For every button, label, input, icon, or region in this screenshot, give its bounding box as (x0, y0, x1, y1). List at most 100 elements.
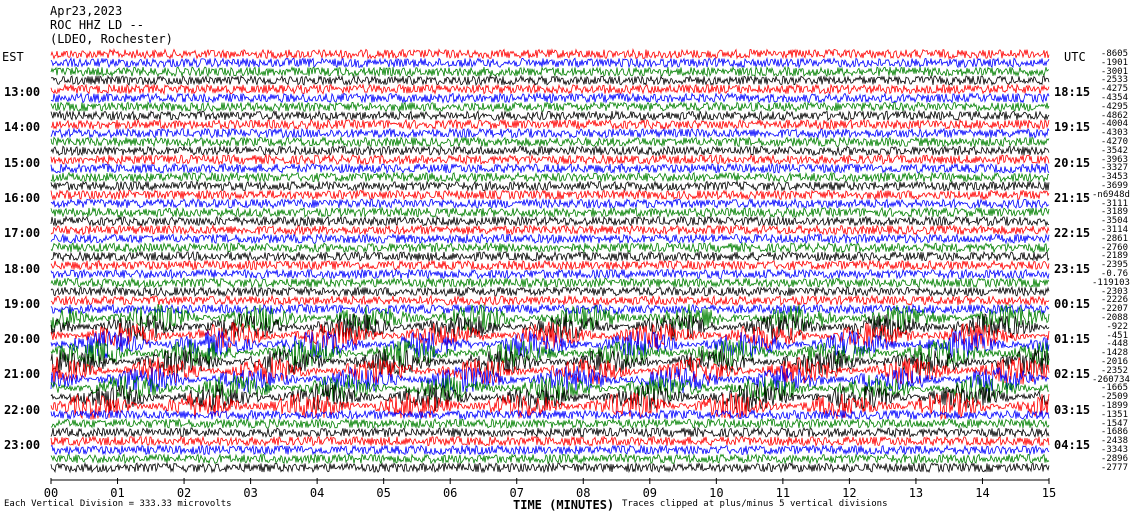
trace-count-label: -2438 (1100, 436, 1128, 447)
seismic-trace (50, 339, 1050, 369)
trace-count-label: -4004 (1100, 119, 1128, 130)
x-tick-label: 04 (309, 486, 325, 500)
seismic-trace (50, 232, 1050, 245)
x-tick-label: 13 (908, 486, 924, 500)
x-tick-label: 05 (376, 486, 391, 500)
trace-count-label: -1665 (1100, 383, 1128, 394)
trace-count-label: -3699 (1100, 181, 1128, 191)
seismic-trace (51, 74, 1050, 87)
trace-count-label: -2896 (1100, 453, 1128, 464)
x-tick-label: 09 (642, 486, 658, 500)
seismic-trace (50, 206, 1050, 219)
trace-count-label: -1428 (1100, 348, 1128, 359)
trace-count-label: -2861 (1100, 233, 1128, 244)
seismic-trace (50, 313, 1050, 342)
trace-count-label: -3542 (1100, 145, 1128, 156)
right-hour-label: 23:15 (1054, 261, 1091, 276)
trace-count-label: -3963 (1100, 154, 1128, 165)
trace-group (50, 47, 1050, 474)
trace-count-label: -1899 (1100, 401, 1128, 411)
seismic-trace (50, 303, 1050, 332)
seismic-trace (50, 180, 1050, 192)
seismic-trace (50, 285, 1050, 298)
right-hour-label: 19:15 (1054, 120, 1091, 135)
left-hour-label: 14:00 (4, 120, 41, 135)
trace-count-label: -1547 (1100, 418, 1128, 429)
x-tick-label: 14 (975, 486, 990, 500)
seismic-trace (50, 259, 1050, 272)
x-tick-label: 15 (1041, 486, 1057, 500)
seismic-trace (50, 109, 1050, 122)
trace-count-label: -2509 (1100, 392, 1128, 403)
seismic-trace (50, 135, 1050, 148)
trace-count-label: -922 (1106, 321, 1128, 332)
x-tick-label: 02 (176, 486, 192, 500)
trace-count-label: -2189 (1100, 251, 1128, 262)
trace-count-label: -4862 (1100, 110, 1128, 121)
seismic-trace (50, 417, 1050, 430)
trace-count-label: -3111 (1100, 198, 1128, 209)
trace-count-label: -1686 (1100, 427, 1128, 438)
x-tick-label: 06 (442, 486, 458, 500)
trace-count-label: -4295 (1100, 101, 1128, 112)
seismic-trace (50, 329, 1050, 359)
trace-count-label: -2395 (1100, 260, 1128, 271)
x-axis (50, 478, 1050, 484)
right-hour-label: 21:15 (1054, 190, 1091, 205)
x-tick-label: 10 (709, 486, 724, 500)
trace-count-label: -11910300 (1092, 277, 1130, 288)
station-label: ROC HHZ LD -- (50, 18, 144, 32)
left-hour-label: 19:00 (4, 296, 41, 311)
trace-count-label: -4275 (1100, 84, 1128, 95)
x-tick-label: 12 (842, 486, 857, 500)
trace-count-label: -3327 (1100, 163, 1128, 174)
trace-count-label: -3001 (1100, 66, 1128, 77)
trace-count-label: -2352 (1100, 365, 1128, 376)
trace-count-label: -4303 (1100, 128, 1128, 139)
x-tick-label: 00 (43, 486, 59, 500)
left-hour-label: 17:00 (4, 226, 41, 241)
seismic-trace (50, 127, 1050, 140)
seismic-trace (50, 408, 1050, 421)
trace-count-label: -2533 (1100, 75, 1128, 86)
seismic-trace (50, 153, 1050, 166)
left-hour-label: 16:00 (4, 190, 41, 205)
seismic-trace (50, 303, 1050, 316)
seismic-trace (50, 241, 1050, 254)
seismic-trace (50, 392, 1050, 421)
date-label: Apr23,2023 (50, 4, 123, 18)
seismic-trace (50, 215, 1050, 228)
network-label: (LDEO, Rochester) (50, 32, 173, 46)
left-hour-label: 20:00 (4, 332, 41, 347)
seismic-trace (50, 100, 1050, 113)
right-hour-label: 01:15 (1054, 332, 1091, 347)
left-hour-label: 22:00 (4, 402, 41, 417)
seismic-trace (50, 250, 1050, 263)
seismic-trace (50, 83, 1050, 96)
trace-count-label: -2088 (1100, 313, 1128, 323)
trace-count-label: -4270 (1100, 137, 1128, 147)
x-tick-label: 03 (243, 486, 258, 500)
trace-count-label: -3343 (1100, 445, 1128, 455)
left-hour-label: 13:00 (4, 85, 41, 99)
x-tick-label: 01 (110, 486, 125, 500)
seismic-trace (50, 223, 1050, 236)
right-hour-label: 20:15 (1054, 155, 1091, 170)
seismic-trace (50, 435, 1050, 448)
seismic-trace (50, 118, 1050, 131)
seismic-trace (50, 294, 1050, 307)
right-hour-label: 22:15 (1054, 226, 1091, 241)
left-hour-label: 21:00 (4, 367, 41, 382)
trace-count-label: -3189 (1100, 207, 1128, 218)
seismic-trace (50, 461, 1050, 474)
trace-count-label: -3114 (1100, 225, 1128, 235)
left-hour-label: 23:00 (4, 438, 41, 452)
right-hour-label: 03:15 (1054, 402, 1091, 417)
trace-count-label: -n6948d (1092, 189, 1130, 200)
trace-count-label: -451 (1106, 330, 1128, 341)
trace-count-label: -8605 (1100, 49, 1128, 59)
seismic-trace (50, 356, 1050, 385)
x-tick-label: 08 (576, 486, 591, 500)
trace-count-label: -448 (1106, 339, 1128, 350)
